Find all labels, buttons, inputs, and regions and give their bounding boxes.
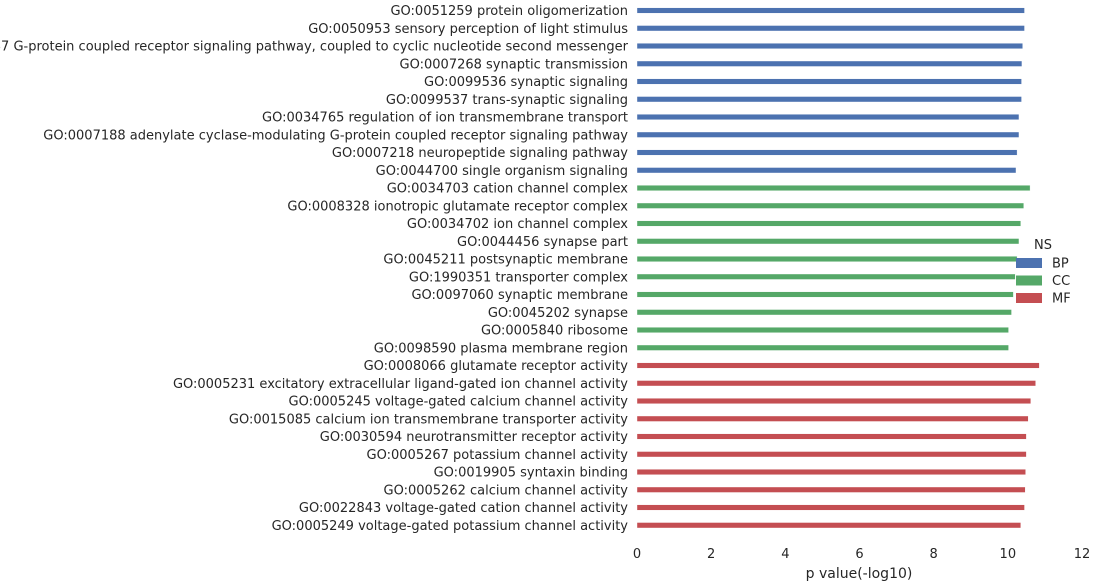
category-label: GO:0007268 synaptic transmission	[400, 57, 628, 72]
category-label: GO:0098590 plasma membrane region	[374, 341, 628, 356]
bar-mf	[636, 398, 1032, 404]
bar-mf	[636, 362, 1040, 369]
bar-cc	[636, 238, 1020, 245]
category-label: GO:0015085 calcium ion transmembrane tra…	[229, 412, 628, 427]
bar-cc	[636, 273, 1016, 280]
x-tick-label: 6	[855, 547, 863, 562]
bar-mf	[636, 433, 1027, 440]
legend-label-bp: BP	[1052, 257, 1069, 272]
bar-cc	[636, 309, 1012, 316]
category-label: GO:0005262 calcium channel activity	[384, 483, 629, 498]
category-label: GO:0019905 syntaxin binding	[434, 466, 628, 481]
category-label: GO:0007218 neuropeptide signaling pathwa…	[332, 146, 628, 161]
category-label: GO:0044456 synapse part	[457, 235, 628, 250]
category-label: GO:0005231 excitatory extracellular liga…	[173, 377, 628, 392]
category-label: GO:0097060 synaptic membrane	[411, 288, 628, 303]
bar-bp	[636, 114, 1020, 120]
bar-mf	[636, 504, 1025, 511]
category-label: GO:0008066 glutamate receptor activity	[364, 359, 629, 374]
x-tick-label: 12	[1074, 547, 1091, 562]
category-label: GO:0005249 voltage-gated potassium chann…	[272, 519, 629, 534]
category-label: GO:0099536 synaptic signaling	[424, 75, 628, 90]
category-label: GO:0005267 potassium channel activity	[367, 448, 629, 463]
category-label: GO:0005840 ribosome	[481, 324, 628, 339]
bar-cc	[636, 220, 1022, 227]
x-tick-label: 8	[930, 547, 938, 562]
legend-title: NS	[1034, 238, 1052, 253]
legend-label-mf: MF	[1052, 292, 1071, 307]
x-tick-label: 4	[781, 547, 789, 562]
bars-group	[636, 7, 1040, 529]
bar-bp	[636, 25, 1025, 32]
bar-bp	[636, 131, 1020, 138]
category-label: GO:0045211 postsynaptic membrane	[383, 253, 628, 268]
category-label: GO:0051259 protein oligomerization	[390, 4, 628, 19]
category-label: GO:0034765 regulation of ion transmembra…	[262, 111, 628, 126]
bar-bp	[636, 7, 1025, 14]
bar-cc	[636, 344, 1009, 351]
x-ticks-group: 0 2 4 6 8 10 12	[633, 547, 1090, 562]
category-label: GO:0007187 G-protein coupled receptor si…	[0, 40, 629, 55]
x-axis-label: p value(-log10)	[806, 566, 913, 582]
legend-label-cc: CC	[1052, 274, 1070, 289]
x-tick-label: 2	[707, 547, 715, 562]
legend-swatch-bp	[1016, 258, 1042, 268]
category-labels-group: GO:0051259 protein oligomerization GO:005…	[0, 4, 629, 534]
legend-swatch-cc	[1016, 275, 1042, 286]
x-tick-label: 10	[1000, 547, 1017, 562]
bar-mf	[636, 415, 1029, 422]
bar-cc	[636, 185, 1031, 191]
bar-mf	[636, 486, 1026, 493]
category-label: GO:0099537 trans-synaptic signaling	[386, 93, 628, 108]
category-label: GO:0050953 sensory perception of light s…	[308, 22, 628, 37]
category-label: GO:0022843 voltage-gated cation channel …	[299, 501, 628, 516]
category-label: GO:0030594 neurotransmitter receptor act…	[320, 430, 629, 445]
bar-bp	[636, 60, 1023, 67]
x-tick-label: 0	[633, 547, 641, 562]
bar-mf	[636, 451, 1027, 458]
category-label: GO:0044700 single organism signaling	[376, 164, 628, 179]
category-label: GO:0005245 voltage-gated calcium channel…	[289, 395, 629, 410]
bar-bp	[636, 149, 1018, 156]
bar-bp	[636, 43, 1023, 49]
bar-mf	[636, 469, 1026, 475]
bar-cc	[636, 256, 1018, 262]
bar-bp	[636, 78, 1022, 85]
legend-swatch-mf	[1016, 293, 1042, 303]
bar-cc	[636, 327, 1009, 333]
bar-bp	[636, 96, 1022, 103]
bar-mf	[636, 522, 1022, 529]
legend: NS BP CC MF	[1016, 238, 1071, 307]
category-label: GO:1990351 transporter complex	[409, 270, 628, 285]
category-label: GO:0007188 adenylate cyclase-modulating …	[43, 128, 628, 143]
bar-cc	[636, 291, 1014, 298]
bar-bp	[636, 167, 1017, 174]
category-label: GO:0034703 cation channel complex	[387, 182, 629, 197]
category-label: GO:0034702 ion channel complex	[407, 217, 628, 232]
category-label: GO:0045202 synapse	[488, 306, 628, 321]
bar-mf	[636, 380, 1036, 387]
category-label: GO:0008328 ionotropic glutamate receptor…	[287, 199, 628, 214]
bar-cc	[636, 202, 1024, 209]
